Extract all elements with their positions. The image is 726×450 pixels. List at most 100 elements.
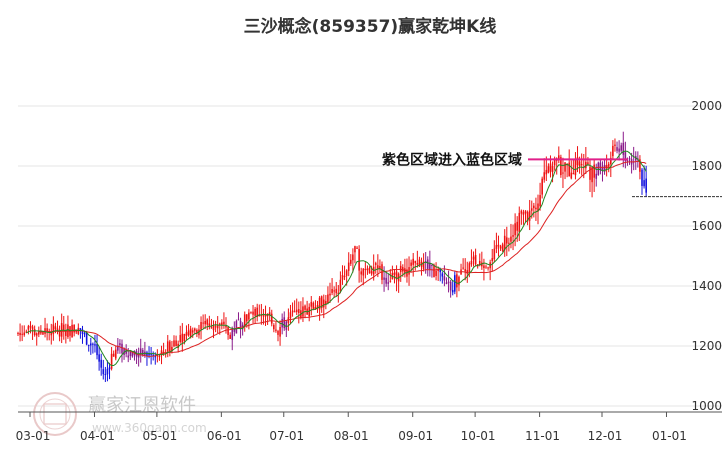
candle-body: [510, 236, 512, 242]
candle-body: [506, 237, 508, 244]
candle-body: [478, 260, 481, 266]
candle-body: [40, 332, 42, 334]
candle-body: [214, 326, 217, 328]
candle-body: [543, 172, 546, 180]
candle-body: [187, 330, 190, 336]
candle-body: [512, 235, 514, 237]
candle-body: [626, 159, 629, 162]
candle-body: [281, 318, 283, 328]
candle-body: [451, 290, 454, 293]
candle-body: [327, 294, 329, 304]
candle-body: [387, 282, 390, 284]
candle-body: [166, 341, 169, 352]
candle-body: [75, 331, 78, 333]
candle-body: [410, 262, 412, 266]
candle-body: [237, 319, 240, 321]
candle-body: [433, 264, 435, 278]
candle-body: [366, 268, 369, 271]
candle-body: [470, 260, 473, 265]
candle-body: [593, 164, 595, 178]
candle-body: [191, 330, 194, 333]
candle-body: [474, 255, 477, 265]
candle-body: [114, 349, 117, 359]
candle-body: [605, 165, 608, 169]
candle-body: [358, 248, 360, 271]
candle-body: [102, 369, 105, 375]
candle-body: [256, 307, 258, 318]
x-tick-label: 09-01: [398, 429, 433, 443]
y-tick-label: 1000: [691, 399, 722, 413]
y-tick-label: 1600: [691, 219, 722, 233]
candle-body: [622, 142, 625, 155]
candle-body: [568, 162, 570, 177]
candle-body: [437, 269, 439, 271]
candle-body: [35, 333, 38, 336]
candle-body: [612, 145, 614, 157]
candle-body: [595, 173, 598, 179]
candle-body: [268, 312, 271, 316]
candle-body: [331, 289, 333, 293]
candle-body: [414, 260, 417, 264]
candle-body: [526, 212, 529, 222]
candle-body: [360, 271, 362, 275]
candle-body: [570, 172, 573, 179]
candle-body: [333, 290, 335, 292]
candle-body: [119, 343, 121, 346]
candle-body: [235, 321, 238, 334]
candle-body: [264, 314, 267, 317]
candle-body: [441, 273, 444, 277]
candle-body: [587, 162, 589, 165]
candle-body: [204, 320, 206, 325]
candle-body: [514, 223, 516, 236]
candle-body: [185, 332, 188, 336]
candle-body: [412, 258, 414, 265]
candle-body: [248, 312, 250, 320]
candle-body: [208, 323, 211, 328]
candle-body: [65, 331, 67, 336]
candle-body: [250, 311, 252, 313]
grid-lines: [18, 105, 722, 407]
candle-body: [607, 163, 610, 167]
candle-body: [100, 359, 102, 368]
x-tick-label: 03-01: [16, 429, 51, 443]
candle-body: [325, 300, 327, 305]
x-tick-label: 01-01: [652, 429, 687, 443]
candle-body: [189, 328, 192, 338]
candle-body: [447, 281, 450, 283]
candle-body: [379, 265, 381, 270]
candle-body: [239, 321, 242, 328]
x-tick-label: 05-01: [142, 429, 177, 443]
y-tick-label: 1800: [691, 159, 722, 173]
candle-body: [572, 173, 575, 175]
candle-body: [218, 323, 221, 325]
candle-body: [472, 256, 475, 260]
candle-body: [530, 208, 533, 211]
candle-body: [578, 161, 581, 166]
candle-body: [314, 306, 317, 310]
candle-body: [177, 343, 179, 348]
candle-body: [422, 261, 425, 269]
candle-body: [169, 341, 171, 352]
candle-body: [385, 277, 387, 284]
candle-body: [223, 321, 225, 325]
x-tick-label: 10-01: [461, 429, 496, 443]
candle-body: [221, 322, 223, 326]
candle-body: [154, 356, 157, 358]
candle-body: [106, 368, 109, 375]
candle-body: [439, 268, 442, 273]
candle-body: [495, 245, 498, 249]
candle-body: [528, 210, 531, 221]
candle-body: [81, 329, 84, 334]
candle-body: [466, 270, 469, 274]
candle-body: [243, 314, 246, 327]
candle-body: [202, 322, 204, 324]
candle-body: [618, 148, 620, 152]
candle-body: [541, 178, 543, 195]
candle-body: [150, 354, 152, 356]
candle-body: [196, 329, 198, 334]
ma-long-line: [38, 160, 647, 357]
candle-body: [44, 328, 46, 334]
candle-body: [231, 329, 234, 340]
candle-body: [38, 331, 40, 335]
candle-body: [364, 268, 367, 270]
